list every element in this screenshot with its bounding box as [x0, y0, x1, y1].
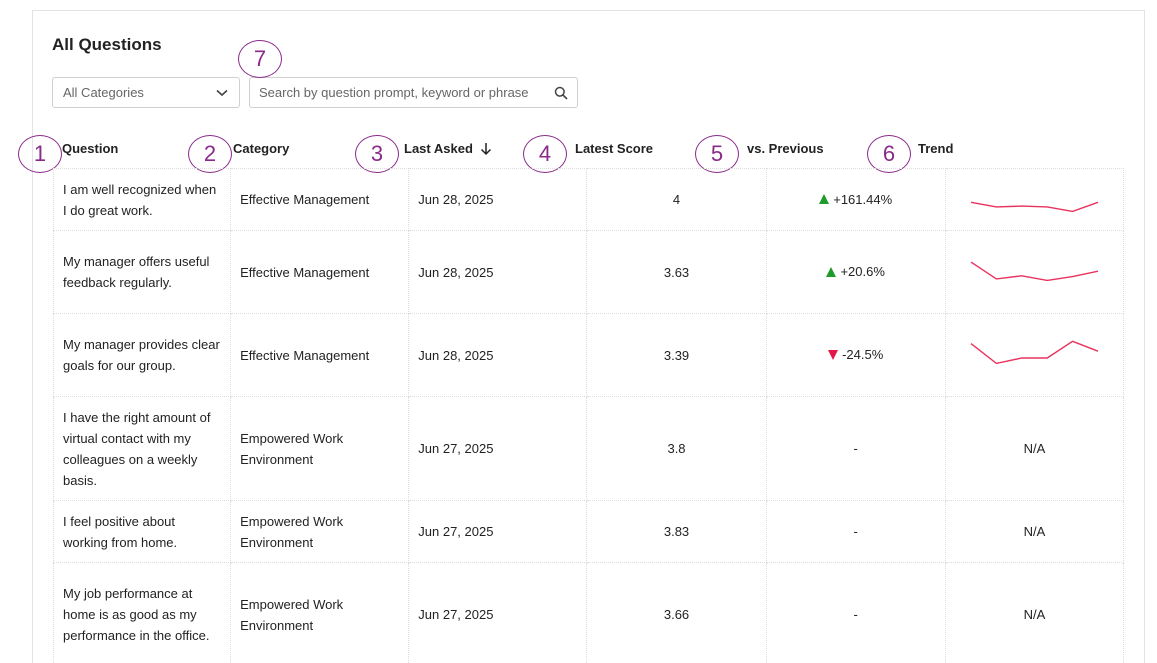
search-input[interactable]	[259, 85, 553, 100]
question-cell: I feel positive about working from home.	[52, 500, 232, 563]
latest-score-cell: 3.8	[586, 396, 767, 501]
question-cell: My job performance at home is as good as…	[52, 562, 232, 663]
column-header-category-label: Category	[233, 141, 290, 156]
vs-previous-cell: -24.5%	[765, 313, 946, 397]
column-header-vs-previous-label: vs. Previous	[747, 141, 824, 156]
trend-sparkline	[970, 261, 1099, 282]
page-title: All Questions	[52, 35, 162, 54]
question-cell: I have the right amount of virtual conta…	[52, 396, 232, 501]
category-cell: Empowered Work Environment	[230, 396, 410, 501]
trend-sparkline	[970, 340, 1099, 365]
trend-line	[970, 261, 1099, 282]
column-header-question-label: Question	[62, 141, 119, 156]
last-asked-cell: Jun 27, 2025	[408, 396, 588, 501]
latest-score-cell: 4	[586, 168, 767, 231]
latest-score-cell: 3.66	[586, 562, 767, 663]
category-cell: Effective Management	[230, 313, 410, 397]
delta-arrow-icon	[826, 266, 837, 277]
column-header-last-asked-label: Last Asked	[404, 141, 473, 156]
table-row[interactable]: My manager offers useful feedback regula…	[52, 230, 1125, 314]
latest-score-cell: 3.83	[586, 500, 767, 563]
trend-text: N/A	[1023, 607, 1046, 622]
latest-score-cell: 3.39	[586, 313, 767, 397]
trend-cell: N/A	[944, 562, 1125, 663]
sort-descending-arrow-icon[interactable]	[479, 142, 493, 156]
column-header-latest-score[interactable]: Latest Score	[575, 141, 653, 156]
table-row[interactable]: My manager provides clear goals for our …	[52, 313, 1125, 397]
delta-value: -	[853, 441, 858, 456]
question-cell: I am well recognized when I do great wor…	[52, 168, 232, 231]
latest-score-cell: 3.63	[586, 230, 767, 314]
table-row[interactable]: I feel positive about working from home.…	[52, 500, 1125, 563]
question-cell: My manager offers useful feedback regula…	[52, 230, 232, 314]
questions-table: I am well recognized when I do great wor…	[52, 168, 1125, 663]
last-asked-cell: Jun 28, 2025	[408, 230, 588, 314]
table-row[interactable]: My job performance at home is as good as…	[52, 562, 1125, 663]
table-row[interactable]: I am well recognized when I do great wor…	[52, 168, 1125, 231]
search-icon[interactable]	[553, 85, 569, 101]
column-header-vs-previous[interactable]: vs. Previous	[747, 141, 824, 156]
table-row[interactable]: I have the right amount of virtual conta…	[52, 396, 1125, 501]
delta-value: -	[853, 607, 858, 622]
delta-arrow-icon	[819, 194, 830, 205]
trend-cell	[944, 313, 1125, 397]
last-asked-cell: Jun 28, 2025	[408, 168, 588, 231]
callout-marker-1: 1	[18, 135, 62, 173]
trend-cell: N/A	[944, 396, 1125, 501]
vs-previous-cell: -	[765, 562, 946, 663]
trend-text: N/A	[1023, 524, 1046, 539]
category-select[interactable]: All Categories	[52, 77, 240, 108]
delta-value: +161.44%	[833, 191, 893, 207]
delta-arrow-icon	[828, 349, 839, 360]
delta-value: +20.6%	[840, 264, 885, 280]
last-asked-cell: Jun 27, 2025	[408, 562, 588, 663]
trend-text: N/A	[1023, 441, 1046, 456]
column-header-last-asked[interactable]: Last Asked	[404, 141, 493, 156]
last-asked-cell: Jun 28, 2025	[408, 313, 588, 397]
category-cell: Effective Management	[230, 168, 410, 231]
trend-line	[970, 340, 1099, 365]
trend-sparkline	[970, 201, 1099, 212]
vs-previous-cell: -	[765, 396, 946, 501]
chevron-down-icon	[215, 86, 229, 100]
vs-previous-cell: -	[765, 500, 946, 563]
column-header-latest-score-label: Latest Score	[575, 141, 654, 156]
column-header-question[interactable]: Question	[62, 141, 118, 156]
category-select-value: All Categories	[63, 85, 144, 100]
delta-value: -	[853, 524, 858, 539]
question-cell: My manager provides clear goals for our …	[52, 313, 232, 397]
last-asked-cell: Jun 27, 2025	[408, 500, 588, 563]
category-cell: Empowered Work Environment	[230, 562, 410, 663]
column-header-trend-label: Trend	[918, 141, 954, 156]
category-cell: Effective Management	[230, 230, 410, 314]
vs-previous-cell: +161.44%	[765, 168, 946, 231]
delta-value: -24.5%	[842, 347, 884, 363]
column-header-category[interactable]: Category	[233, 141, 289, 156]
search-box[interactable]	[249, 77, 578, 108]
column-header-trend[interactable]: Trend	[918, 141, 953, 156]
trend-cell	[944, 168, 1125, 231]
category-cell: Empowered Work Environment	[230, 500, 410, 563]
callout-marker-7: 7	[238, 40, 282, 78]
vs-previous-cell: +20.6%	[765, 230, 946, 314]
trend-cell	[944, 230, 1125, 314]
trend-line	[970, 201, 1099, 212]
trend-cell: N/A	[944, 500, 1125, 563]
